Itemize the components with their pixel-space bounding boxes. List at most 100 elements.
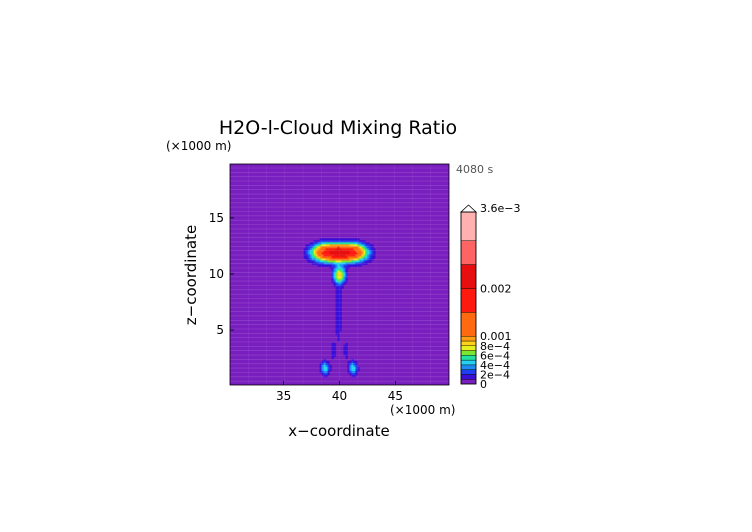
colorbar-segment xyxy=(460,350,477,356)
heatmap-cell xyxy=(313,250,316,253)
heatmap-cell xyxy=(309,242,312,245)
heatmap-cell xyxy=(337,286,340,289)
y-tick-label: 15 xyxy=(209,211,224,225)
heatmap-cell xyxy=(325,246,328,249)
heatmap-cell xyxy=(329,264,332,267)
heatmap-cell xyxy=(327,260,330,263)
heatmap-cell xyxy=(333,272,336,275)
heatmap-cell xyxy=(351,362,354,366)
heatmap-cell xyxy=(323,258,326,261)
heatmap-cell xyxy=(361,260,364,263)
heatmap-cell xyxy=(371,254,374,257)
heatmap-cell xyxy=(353,248,356,251)
heatmap-cell xyxy=(335,240,338,243)
heatmap-cell xyxy=(353,250,356,253)
heatmap-cell xyxy=(321,252,324,255)
heatmap-cell xyxy=(347,250,350,253)
heatmap-cell xyxy=(307,256,310,259)
heatmap-cell xyxy=(343,272,346,275)
heatmap-cell xyxy=(333,252,336,255)
heatmap-cell xyxy=(339,248,342,251)
heatmap-cell xyxy=(343,282,346,285)
heatmap-cell xyxy=(331,240,334,243)
heatmap-cell xyxy=(341,266,344,269)
heatmap-cell xyxy=(349,364,352,368)
heatmap-cell xyxy=(343,344,346,348)
heatmap-cell xyxy=(335,286,338,289)
heatmap-cell xyxy=(329,244,332,247)
heatmap-cell xyxy=(315,256,318,259)
heatmap-cell xyxy=(317,264,320,267)
heatmap-cell xyxy=(335,254,338,257)
heatmap-cell xyxy=(333,280,336,283)
heatmap-cell xyxy=(339,284,342,287)
heatmap-cell xyxy=(335,298,338,301)
heatmap-cell xyxy=(331,260,334,263)
heatmap-cell xyxy=(329,248,332,251)
heatmap-cell xyxy=(335,242,338,245)
heatmap-cell xyxy=(345,260,348,263)
heatmap-cell xyxy=(337,300,340,303)
colorbar-segment xyxy=(460,364,477,370)
heatmap-cell xyxy=(317,262,320,265)
heatmap-cell xyxy=(327,250,330,253)
heatmap-cell xyxy=(359,240,362,243)
heatmap-cell xyxy=(309,260,312,263)
heatmap-cell xyxy=(345,254,348,257)
heatmap-cell xyxy=(347,246,350,249)
heatmap-cell xyxy=(337,252,340,255)
heatmap-cell xyxy=(337,284,340,287)
heatmap-cell xyxy=(335,268,338,271)
heatmap-cell xyxy=(361,250,364,253)
heatmap-cell xyxy=(345,264,348,267)
heatmap-cell xyxy=(363,256,366,259)
heatmap-cell xyxy=(343,280,346,283)
heatmap-cell xyxy=(337,310,340,313)
heatmap-cell xyxy=(327,252,330,255)
heatmap-cell xyxy=(325,254,328,257)
heatmap-cell xyxy=(323,260,326,263)
heatmap-cell xyxy=(317,244,320,247)
heatmap-cell xyxy=(343,250,346,253)
heatmap-cell xyxy=(343,276,346,279)
heatmap-cell xyxy=(355,250,358,253)
heatmap-cell xyxy=(331,354,334,358)
heatmap-cell xyxy=(343,350,346,354)
heatmap-cell xyxy=(339,318,342,322)
heatmap-cell xyxy=(343,256,346,259)
heatmap-cell xyxy=(347,244,350,247)
heatmap-cell xyxy=(335,250,338,253)
heatmap-cell xyxy=(329,250,332,253)
heatmap-cell xyxy=(333,264,336,267)
x-tick-label: 35 xyxy=(276,389,291,403)
heatmap-cell xyxy=(347,364,350,368)
heatmap-cell xyxy=(333,244,336,247)
heatmap-cell xyxy=(351,254,354,257)
heatmap-cell xyxy=(359,250,362,253)
heatmap-cell xyxy=(335,274,338,277)
heatmap-cell xyxy=(333,274,336,277)
heatmap-cell xyxy=(333,248,336,251)
heatmap-cell xyxy=(345,256,348,259)
heatmap-cell xyxy=(335,296,338,299)
heatmap-cell xyxy=(323,256,326,259)
heatmap-cell xyxy=(365,250,368,253)
heatmap-cell xyxy=(327,366,330,370)
heatmap-cell xyxy=(359,244,362,247)
heatmap-cell xyxy=(323,358,326,362)
heatmap-cell xyxy=(331,342,334,346)
heatmap-cell xyxy=(337,312,340,315)
heatmap-cell xyxy=(341,278,344,281)
heatmap-cell xyxy=(339,320,342,324)
heatmap-cell xyxy=(337,322,340,326)
heatmap-cell xyxy=(341,262,344,265)
heatmap-cell xyxy=(341,242,344,245)
heatmap-cell xyxy=(341,264,344,267)
heatmap-cell xyxy=(351,242,354,245)
heatmap-cell xyxy=(339,266,342,269)
heatmap-cell xyxy=(327,254,330,257)
heatmap-cell xyxy=(333,278,336,281)
heatmap-cell xyxy=(331,348,334,352)
heatmap-cell xyxy=(353,362,356,366)
heatmap-cell xyxy=(357,262,360,265)
